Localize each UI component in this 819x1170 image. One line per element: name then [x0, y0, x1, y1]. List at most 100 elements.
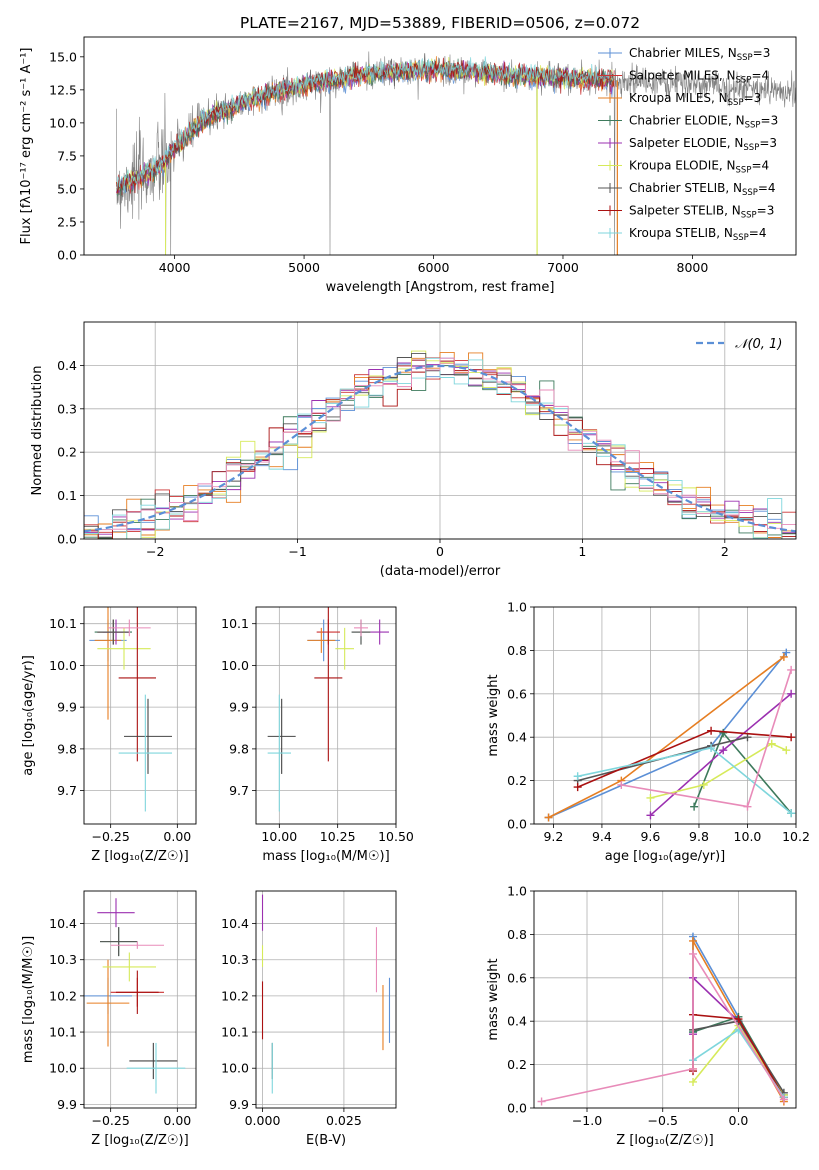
y-axis-label: age [log₁₀(age/yr)] — [21, 655, 36, 776]
y-tick-label: 0.0 — [507, 1101, 527, 1116]
series-point — [719, 728, 728, 737]
y-tick-label: 9.8 — [57, 741, 77, 756]
x-tick-label: 4000 — [159, 260, 191, 275]
legend-label: Chabrier ELODIE, NSSP=3 — [629, 114, 778, 131]
y-tick-label: 0.4 — [57, 358, 77, 373]
legend-label: Salpeter STELIB, NSSP=3 — [629, 204, 774, 221]
y-tick-label: 10.3 — [49, 952, 77, 967]
series-point — [767, 739, 776, 748]
series-point — [787, 665, 796, 674]
y-tick-label: 10.0 — [49, 115, 77, 130]
x-tick-label: −1 — [288, 544, 306, 559]
series-point — [689, 949, 698, 958]
y-tick-label: 10.0 — [49, 658, 77, 673]
y-tick-label: 0.2 — [507, 773, 527, 788]
series-point — [646, 793, 655, 802]
x-tick-label: 0 — [436, 544, 444, 559]
x-tick-label: 9.6 — [640, 829, 660, 844]
series-point — [689, 1077, 698, 1086]
y-tick-label: 10.1 — [221, 1025, 249, 1040]
y-tick-label: 10.3 — [221, 952, 249, 967]
series-point — [787, 733, 796, 742]
x-tick-label: 9.8 — [689, 829, 709, 844]
y-tick-label: 0.2 — [57, 445, 77, 460]
x-tick-label: 9.2 — [543, 829, 563, 844]
normal-curve — [84, 364, 796, 533]
y-tick-label: 0.4 — [507, 730, 527, 745]
x-tick-label: 8000 — [677, 260, 709, 275]
legend-label: Kroupa ELODIE, NSSP=4 — [629, 159, 769, 176]
x-tick-label: 0.00 — [163, 1113, 191, 1128]
y-tick-label: 10.2 — [221, 988, 249, 1003]
series-point — [787, 809, 796, 818]
x-tick-label: 6000 — [418, 260, 450, 275]
series-point — [782, 746, 791, 755]
series-point — [707, 744, 716, 753]
x-tick-label: −2 — [146, 544, 164, 559]
y-tick-label: 10.1 — [49, 1025, 77, 1040]
y-tick-label: 5.0 — [57, 181, 77, 196]
x-tick-label: 0.00 — [163, 829, 191, 844]
y-tick-label: 0.0 — [57, 248, 77, 263]
massweight_vs_age-frame — [533, 606, 797, 825]
y-tick-label: 0.2 — [507, 1057, 527, 1072]
series-point — [699, 780, 708, 789]
series-line — [650, 742, 787, 799]
age_vs_mass-panel: 10.00 10.25 10.50 9.7 9.8 9.9 10.0 10.1 mass [lo… — [221, 606, 414, 864]
x-tick-label: 10.50 — [378, 829, 414, 844]
x-tick-label: 1 — [578, 544, 586, 559]
legend-label: Kroupa STELIB, NSSP=4 — [629, 226, 767, 243]
y-tick-label: 10.1 — [221, 616, 249, 631]
y-tick-label: 9.7 — [229, 783, 249, 798]
x-tick-label: 0.025 — [326, 1113, 362, 1128]
x-tick-label: −1.0 — [572, 1113, 602, 1128]
y-tick-label: 0.6 — [507, 686, 527, 701]
x-axis-label: Z [log₁₀(Z/Z☉)] — [91, 849, 188, 864]
y-tick-label: 9.9 — [57, 1097, 77, 1112]
series-point — [689, 1064, 698, 1073]
y-tick-label: 0.4 — [507, 1014, 527, 1029]
x-axis-label: Z [log₁₀(Z/Z☉)] — [616, 1133, 713, 1148]
x-axis-label: wavelength [Angstrom, rest frame] — [326, 280, 555, 295]
y-axis-label: Flux [fλ10⁻¹⁷ erg cm⁻² s⁻¹ A⁻¹] — [19, 48, 34, 245]
series-line — [577, 729, 792, 788]
x-axis-label: mass [log₁₀(M/M☉)] — [262, 849, 389, 864]
x-tick-label: 0.0 — [729, 1113, 749, 1128]
y-tick-label: 9.9 — [229, 700, 249, 715]
y-tick-label: 0.6 — [507, 970, 527, 985]
series-point — [779, 1095, 788, 1104]
legend-label: Salpeter ELODIE, NSSP=3 — [629, 136, 777, 153]
y-tick-label: 7.5 — [57, 148, 77, 163]
y-tick-label: 10.0 — [221, 1061, 249, 1076]
x-tick-label: −0.25 — [92, 1113, 130, 1128]
series-point — [782, 648, 791, 657]
age_vs_Z-panel: −0.25 0.00 9.7 9.8 9.9 10.0 10.1 Z [log₁₀(Z/Z☉)… — [21, 606, 197, 864]
y-tick-label: 0.0 — [57, 532, 77, 547]
y-tick-label: 9.7 — [57, 783, 77, 798]
x-tick-label: 2 — [721, 544, 729, 559]
series-line — [649, 693, 792, 816]
series-point — [779, 652, 788, 661]
residual_hist-panel: −2 −1 0 1 2 0.0 0.1 0.2 0.3 0.4 𝒩(0, 1) (data-model… — [30, 321, 797, 579]
spectrum-panel: 4000 5000 6000 7000 8000 0.0 2.5 5.0 7.5 10.0 12.5… — [19, 14, 797, 295]
x-tick-label: 9.4 — [592, 829, 612, 844]
series-point — [743, 802, 752, 811]
x-tick-label: 0.000 — [245, 1113, 281, 1128]
legend-label: Chabrier STELIB, NSSP=4 — [629, 181, 776, 198]
mass_vs_Z-frame — [83, 890, 197, 1109]
y-tick-label: 12.5 — [49, 82, 77, 97]
spectrum-frame — [83, 36, 797, 256]
series-point — [734, 1015, 743, 1024]
y-tick-label: 10.4 — [221, 916, 249, 931]
y-tick-label: 1.0 — [507, 600, 527, 615]
y-axis-label: mass [log₁₀(M/M☉)] — [21, 936, 36, 1063]
y-tick-label: 0.1 — [57, 488, 77, 503]
y-tick-label: 9.9 — [57, 700, 77, 715]
series-point — [646, 811, 655, 820]
y-tick-label: 2.5 — [57, 214, 77, 229]
y-axis-label: mass weight — [486, 674, 501, 756]
series-point — [787, 689, 796, 698]
y-tick-label: 10.4 — [49, 916, 77, 931]
x-tick-label: 10.0 — [734, 829, 762, 844]
